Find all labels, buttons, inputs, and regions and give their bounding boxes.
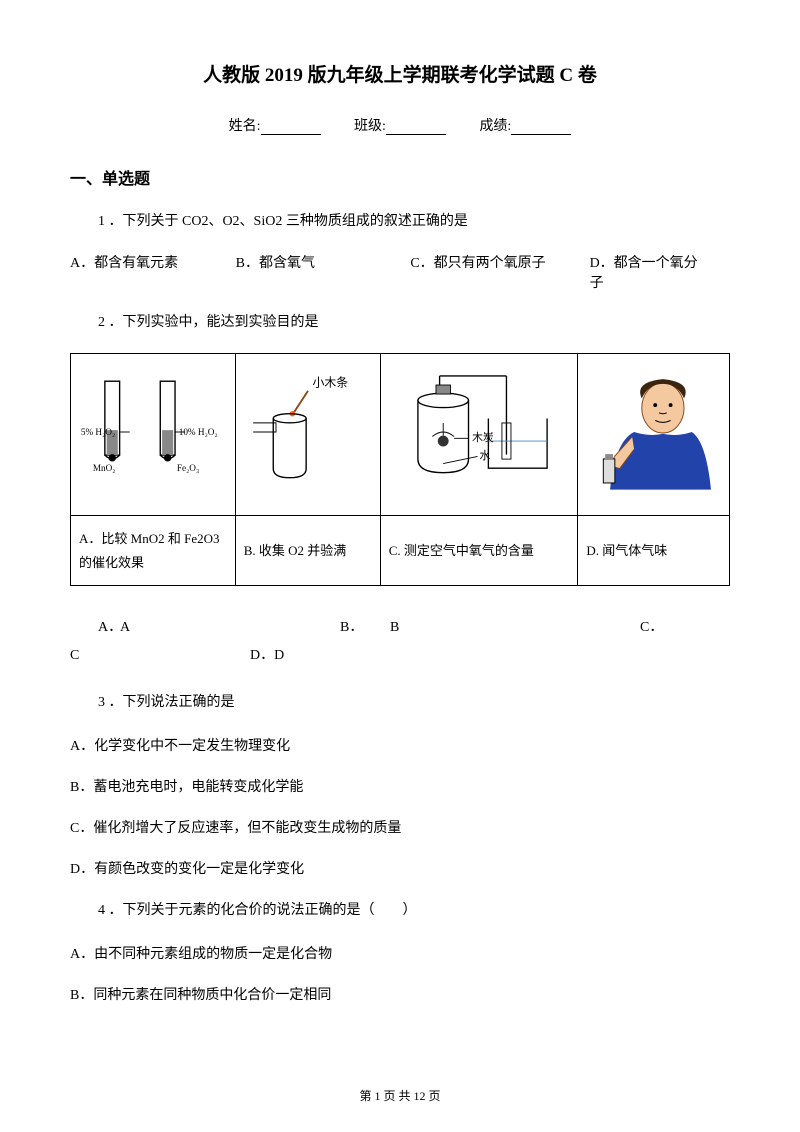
svg-text:木炭: 木炭 — [472, 431, 494, 444]
q3-text: 3 ．下列说法正确的是 — [70, 690, 730, 715]
name-blank — [261, 134, 321, 135]
section-heading: 一、单选题 — [70, 165, 730, 189]
cell-a-img: 5% H₂O₂ 10% H₂O₂ MnO₂ Fe₂O₃ — [71, 354, 236, 516]
q2-ans-d: D．D — [250, 642, 284, 670]
page-footer: 第 1 页 共 12 页 — [0, 1087, 800, 1104]
name-label: 姓名: — [229, 119, 261, 134]
q2-answer-area: A． A B． B C． C D．D — [70, 614, 730, 670]
q2-ans-b-val: B — [390, 614, 640, 642]
q1-optC: C．都只有两个氧原子 — [410, 252, 559, 292]
diagram-b: 小木条 — [244, 362, 372, 502]
cell-b-img: 小木条 — [235, 354, 380, 516]
class-label: 班级: — [354, 119, 386, 134]
page-title: 人教版 2019 版九年级上学期联考化学试题 C 卷 — [70, 60, 730, 87]
q2-text: 2 ．下列实验中，能达到实验目的是 — [70, 310, 730, 335]
q2-ans-c-val: C — [70, 642, 250, 670]
svg-text:MnO₂: MnO₂ — [93, 463, 116, 473]
q1-optA: A．都含有氧元素 — [70, 252, 206, 292]
q1-text: 1 ．下列关于 CO2、O2、SiO2 三种物质组成的叙述正确的是 — [70, 209, 730, 234]
q4-optB: B．同种元素在同种物质中化合价一定相同 — [70, 983, 730, 1008]
cell-d-desc: D. 闻气体气味 — [578, 516, 730, 586]
q2-ans-a-label: A． — [70, 614, 120, 642]
score-label: 成绩: — [479, 119, 511, 134]
q2-ans-a-val: A — [120, 614, 340, 642]
student-info: 姓名: 班级: 成绩: — [70, 115, 730, 135]
svg-text:小木条: 小木条 — [312, 376, 348, 390]
q3-optD: D．有颜色改变的变化一定是化学变化 — [70, 857, 730, 882]
q1-options: A．都含有氧元素 B．都含氧气 C．都只有两个氧原子 D．都含一个氧分子 — [70, 252, 730, 292]
cell-c-img: 木炭 水 — [380, 354, 578, 516]
q3-optC: C．催化剂增大了反应速率，但不能改变生成物的质量 — [70, 816, 730, 841]
score-blank — [511, 134, 571, 135]
cell-b-desc: B. 收集 O2 并验满 — [235, 516, 380, 586]
q2-ans-b-label: B． — [340, 614, 390, 642]
cell-d-img — [578, 354, 730, 516]
q3-optA: A．化学变化中不一定发生物理变化 — [70, 734, 730, 759]
experiment-table: 5% H₂O₂ 10% H₂O₂ MnO₂ Fe₂O₃ 小木条 — [70, 353, 730, 586]
svg-text:10% H₂O₂: 10% H₂O₂ — [179, 427, 218, 437]
svg-text:水: 水 — [479, 449, 490, 462]
cell-a-desc: A．比较 MnO2 和 Fe2O3 的催化效果 — [71, 516, 236, 586]
q4-optA: A．由不同种元素组成的物质一定是化合物 — [70, 942, 730, 967]
svg-text:Fe₂O₃: Fe₂O₃ — [177, 463, 199, 473]
diagram-c: 木炭 水 — [389, 362, 570, 502]
svg-text:5% H₂O₂: 5% H₂O₂ — [81, 427, 115, 437]
diagram-a: 5% H₂O₂ 10% H₂O₂ MnO₂ Fe₂O₃ — [79, 362, 227, 502]
q4-text: 4 ．下列关于元素的化合价的说法正确的是（ ） — [70, 898, 730, 923]
cell-c-desc: C. 测定空气中氧气的含量 — [380, 516, 578, 586]
q1-optD: D．都含一个氧分子 — [590, 252, 700, 292]
q1-optB: B．都含氧气 — [236, 252, 381, 292]
q3-optB: B．蓄电池充电时，电能转变成化学能 — [70, 775, 730, 800]
q2-ans-c-label: C． — [640, 614, 663, 642]
class-blank — [386, 134, 446, 135]
diagram-d — [586, 362, 721, 502]
